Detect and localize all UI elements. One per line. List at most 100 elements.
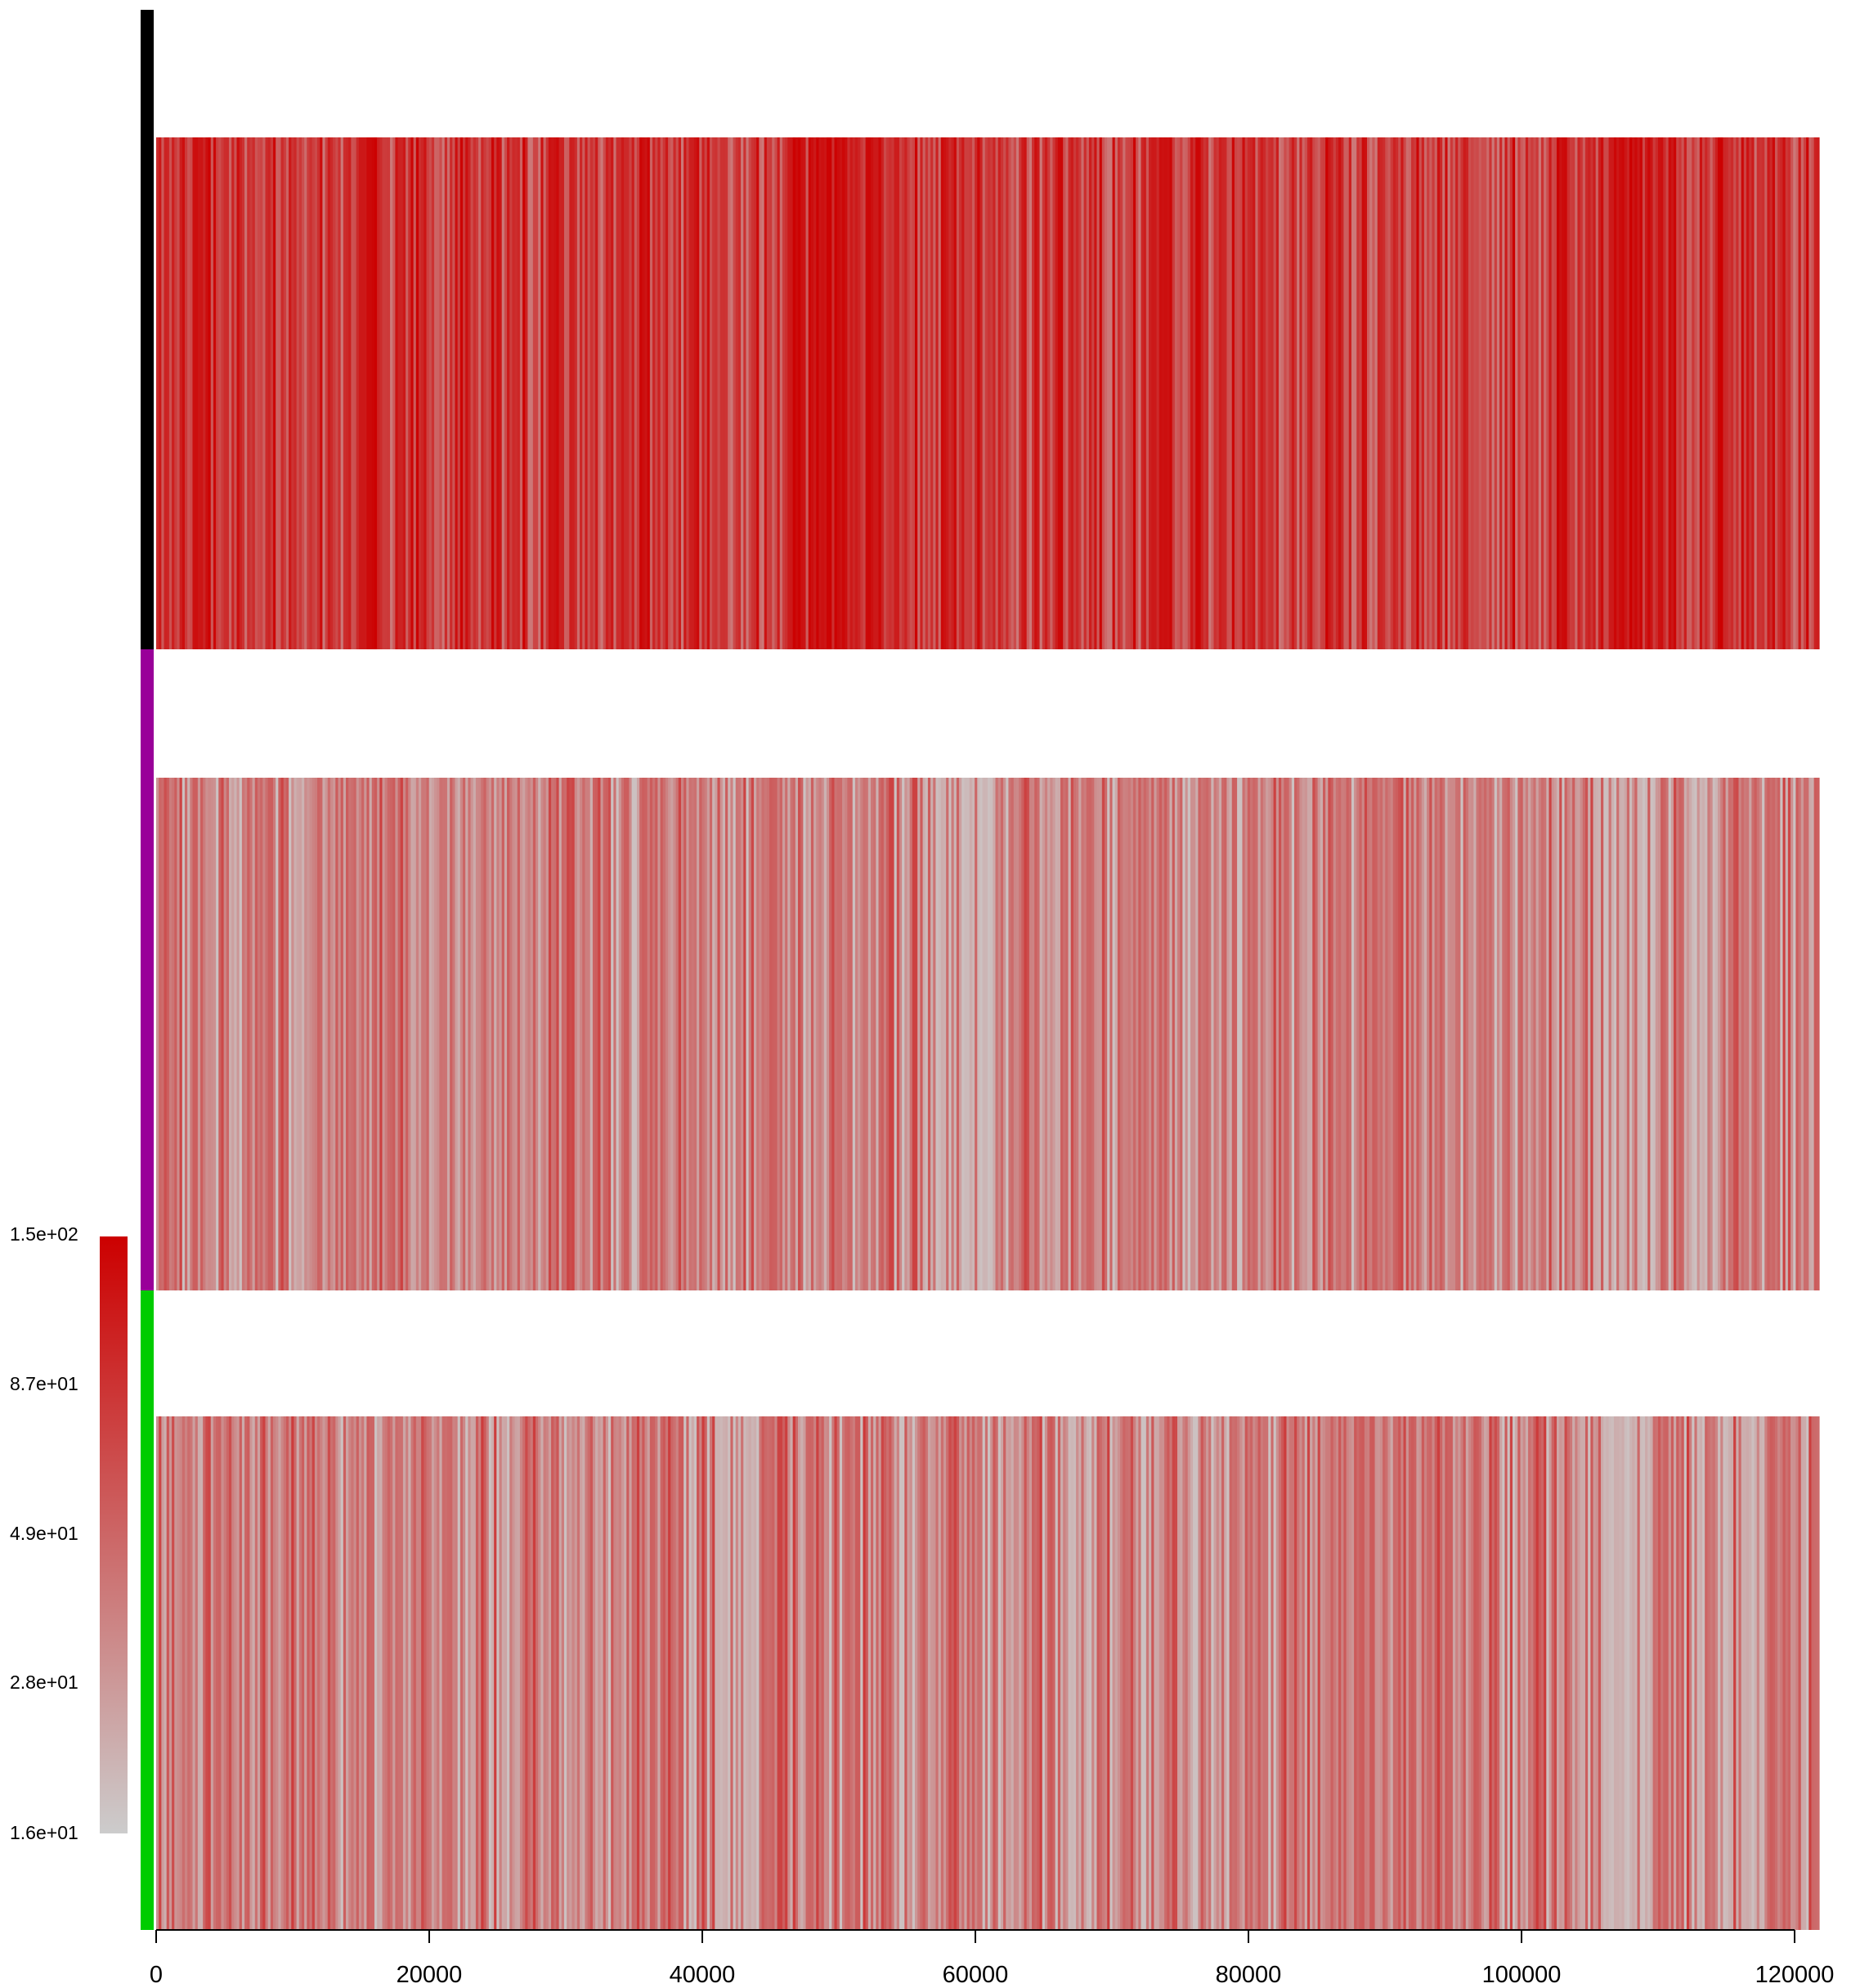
heatmap-cell: [733, 1416, 737, 1930]
heatmap-cell: [1701, 1416, 1705, 1930]
heatmap-cell: [1101, 137, 1105, 649]
heatmap-cell: [673, 137, 677, 649]
heatmap-cell: [1013, 1416, 1017, 1930]
heatmap-cell: [431, 137, 435, 649]
heatmap-cell: [1572, 778, 1575, 1290]
heatmap-cell: [1588, 778, 1591, 1290]
heatmap-cell: [483, 778, 487, 1290]
heatmap-cell: [374, 778, 378, 1290]
heatmap-cell: [1525, 778, 1529, 1290]
heatmap-cell: [252, 1416, 256, 1930]
heatmap-cell: [1379, 778, 1383, 1290]
heatmap-cell: [1455, 1416, 1459, 1930]
heatmap-cell: [701, 137, 706, 649]
heatmap-cell: [483, 137, 487, 649]
heatmap-cell: [1502, 137, 1506, 649]
heatmap-cell: [1385, 137, 1389, 649]
heatmap-cell: [1572, 1416, 1575, 1930]
heatmap-cell: [1637, 778, 1641, 1290]
heatmap-row-2: [156, 778, 1820, 1290]
heatmap-cell: [748, 778, 752, 1290]
heatmap-cell: [1811, 137, 1815, 649]
heatmap-cell: [1096, 137, 1100, 649]
heatmap-cell: [785, 778, 788, 1290]
heatmap-cell: [1335, 1416, 1339, 1930]
heatmap-cell: [821, 1416, 825, 1930]
heatmap-cell: [1639, 778, 1643, 1290]
heatmap-cell: [1275, 778, 1280, 1290]
heatmap-cell: [317, 1416, 320, 1930]
heatmap-cell: [1767, 1416, 1771, 1930]
heatmap-cell: [1127, 1416, 1132, 1930]
heatmap-cell: [1257, 778, 1262, 1290]
heatmap-cell: [1621, 137, 1625, 649]
heatmap-cell: [333, 778, 336, 1290]
heatmap-cell: [1205, 1416, 1209, 1930]
heatmap-cell: [278, 778, 282, 1290]
heatmap-cell: [1231, 1416, 1235, 1930]
heatmap-cell: [1145, 137, 1150, 649]
heatmap-cell: [818, 778, 822, 1290]
heatmap-cell: [1432, 137, 1436, 649]
heatmap-cell: [192, 1416, 196, 1930]
heatmap-cell: [213, 778, 217, 1290]
heatmap-cell: [1315, 1416, 1319, 1930]
heatmap-cell: [289, 778, 292, 1290]
heatmap-cell: [285, 137, 289, 649]
heatmap-cell: [1718, 778, 1721, 1290]
heatmap-cell: [530, 1416, 534, 1930]
heatmap-cell: [1325, 778, 1329, 1290]
heatmap-cell: [1749, 1416, 1752, 1930]
heatmap-cell: [1107, 778, 1110, 1290]
heatmap-cell: [589, 1416, 594, 1930]
heatmap-cell: [1405, 1416, 1410, 1930]
heatmap-cell: [340, 778, 344, 1290]
heatmap-cell: [800, 1416, 804, 1930]
heatmap-cell: [1531, 778, 1535, 1290]
heatmap-cell: [379, 778, 383, 1290]
heatmap-cell: [946, 1416, 949, 1930]
heatmap-cell: [415, 137, 419, 649]
heatmap-cell: [1156, 137, 1160, 649]
heatmap-cell: [174, 137, 178, 649]
heatmap-cell: [657, 1416, 661, 1930]
heatmap-cell: [356, 137, 360, 649]
heatmap-cell: [1364, 137, 1368, 649]
heatmap-cell: [1733, 778, 1737, 1290]
heatmap-cell: [634, 1416, 638, 1930]
heatmap-cell: [249, 778, 253, 1290]
heatmap-cell: [450, 1416, 453, 1930]
heatmap-cell: [1811, 778, 1815, 1290]
heatmap-cell: [1141, 778, 1145, 1290]
heatmap-cell: [1759, 137, 1763, 649]
heatmap-cell: [1247, 137, 1251, 649]
heatmap-cell: [156, 137, 159, 649]
heatmap-cell: [1674, 778, 1677, 1290]
heatmap-cell: [660, 137, 664, 649]
heatmap-cell: [1531, 137, 1535, 649]
heatmap-cell: [997, 137, 1002, 649]
heatmap-cell: [392, 778, 396, 1290]
heatmap-cell: [1712, 137, 1716, 649]
heatmap-cell: [371, 137, 375, 649]
heatmap-cell: [1657, 778, 1661, 1290]
heatmap-cell: [413, 778, 417, 1290]
heatmap-cell: [1268, 778, 1272, 1290]
heatmap-cell: [166, 778, 170, 1290]
heatmap-cell: [406, 1416, 409, 1930]
heatmap-cell: [249, 137, 253, 649]
heatmap-cell: [779, 137, 783, 649]
heatmap-cell: [478, 137, 482, 649]
heatmap-cell: [1372, 137, 1376, 649]
heatmap-cell: [865, 1416, 869, 1930]
heatmap-cell: [961, 778, 965, 1290]
heatmap-cell: [1544, 778, 1547, 1290]
heatmap-cell: [1011, 1416, 1015, 1930]
heatmap-cell: [1816, 778, 1820, 1290]
heatmap-cell: [636, 137, 640, 649]
heatmap-cell: [896, 1416, 900, 1930]
heatmap-cell: [239, 1416, 243, 1930]
heatmap-cell: [353, 1416, 357, 1930]
heatmap-cell: [1816, 1416, 1820, 1930]
heatmap-cell: [532, 778, 536, 1290]
